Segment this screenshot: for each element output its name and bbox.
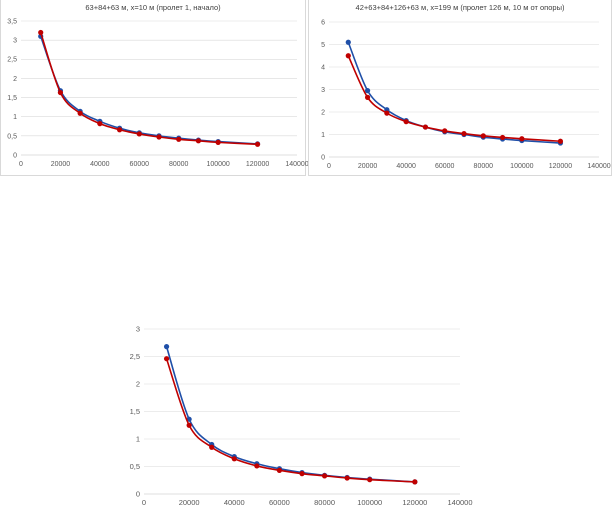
data-point	[321, 473, 328, 479]
y-tick-label: 3	[13, 38, 17, 45]
series-line-1	[165, 346, 415, 483]
data-point	[480, 133, 486, 139]
y-tick-label: 2	[136, 379, 140, 388]
y-tick-label: 2	[13, 76, 17, 83]
data-point	[186, 422, 192, 428]
data-point	[461, 131, 467, 137]
x-tick-label: 0	[142, 498, 146, 507]
data-point	[57, 89, 64, 96]
x-tick-label: 40000	[224, 498, 245, 507]
series-line-2	[165, 358, 415, 483]
y-tick-label: 0	[136, 489, 140, 498]
y-tick-label: 2,5	[7, 57, 17, 64]
x-tick-label: 120000	[402, 498, 427, 507]
data-point	[344, 475, 350, 481]
x-tick-label: 0	[19, 161, 23, 168]
x-tick-label: 80000	[474, 163, 494, 170]
x-tick-label: 100000	[206, 161, 229, 168]
y-tick-label: 0,5	[130, 462, 140, 471]
y-tick-label: 2	[321, 109, 325, 116]
data-point	[557, 138, 564, 144]
chart-plot-2: 0 1 2 3 4 5 6 0 20000 40000 60000 80000 100000 120000…	[321, 19, 611, 170]
y-tick-label: 1	[321, 132, 325, 139]
x-tick-label: 140000	[587, 163, 610, 170]
x-tick-label: 20000	[179, 498, 200, 507]
x-tick-label: 40000	[396, 163, 416, 170]
data-point	[254, 463, 260, 469]
x-tick-label: 0	[327, 163, 331, 170]
y-tick-label: 3	[136, 324, 140, 333]
data-point	[215, 139, 221, 145]
y-tick-label: 6	[321, 19, 325, 26]
data-point	[156, 134, 162, 140]
chart-plot-1: 0 0,5 1 1,5 2 2,5 3 3,5 0 20000 40000 60000 80000 100…	[7, 18, 309, 168]
data-point	[209, 444, 215, 450]
y-tick-label: 1,5	[130, 407, 140, 416]
y-tick-label: 1	[13, 114, 17, 121]
data-point	[231, 456, 237, 462]
y-tick-label: 1	[136, 434, 140, 443]
data-point	[422, 124, 429, 130]
data-point	[97, 121, 103, 127]
y-tick-label: 0	[13, 152, 17, 159]
y-tick-label: 0	[321, 154, 325, 161]
y-tick-label: 3	[321, 87, 325, 94]
x-tick-label: 120000	[246, 161, 269, 168]
data-point	[163, 344, 170, 350]
series-line-2	[39, 32, 258, 146]
chart-title: 42+63+84+126+63 м, x=199 м (пролет 126 м…	[355, 3, 565, 12]
data-point	[345, 53, 351, 59]
data-point	[136, 131, 142, 137]
x-tick-label: 140000	[447, 498, 472, 507]
data-point	[77, 110, 83, 116]
chart-plot-3: 0 0,5 1 1,5 2 2,5 3 0 20000 40000 60000 80000 100000…	[130, 324, 473, 507]
y-tick-label: 5	[321, 42, 325, 49]
x-tick-label: 40000	[90, 161, 110, 168]
y-tick-label: 2,5	[130, 352, 140, 361]
data-point	[176, 136, 182, 142]
x-tick-label: 100000	[357, 498, 382, 507]
y-tick-label: 4	[321, 64, 325, 71]
data-point	[254, 141, 261, 147]
x-tick-label: 100000	[510, 163, 533, 170]
x-tick-label: 80000	[169, 161, 189, 168]
x-tick-label: 140000	[285, 161, 308, 168]
y-tick-label: 1,5	[7, 95, 17, 102]
chart-panel-2: 42+63+84+126+63 м, x=199 м (пролет 126 м…	[308, 0, 612, 176]
data-point	[163, 356, 170, 362]
data-point	[499, 134, 506, 141]
data-point	[116, 127, 123, 133]
data-point	[519, 136, 525, 142]
data-point	[345, 39, 351, 45]
data-point	[384, 110, 390, 116]
data-point	[412, 479, 418, 485]
data-point	[364, 88, 371, 94]
x-tick-label: 120000	[549, 163, 572, 170]
series-line-1	[39, 36, 258, 145]
x-tick-label: 80000	[314, 498, 335, 507]
data-point	[276, 467, 283, 473]
x-tick-label: 60000	[130, 161, 150, 168]
x-tick-label: 20000	[358, 163, 378, 170]
data-point	[195, 138, 202, 144]
data-point	[364, 94, 371, 100]
y-tick-label: 3,5	[7, 18, 17, 25]
series-line-1	[347, 41, 561, 144]
series-line-2	[347, 55, 561, 143]
data-point	[403, 119, 409, 125]
data-point	[367, 477, 373, 483]
chart-title: 63+84+63 м, x=10 м (пролет 1, начало)	[85, 3, 221, 12]
x-tick-label: 20000	[51, 161, 71, 168]
y-tick-label: 0,5	[7, 133, 17, 140]
data-point	[442, 128, 448, 134]
data-point	[38, 29, 44, 36]
x-tick-label: 60000	[435, 163, 455, 170]
data-point	[299, 471, 305, 477]
x-tick-label: 60000	[269, 498, 290, 507]
chart-panel-3: 0 0,5 1 1,5 2 2,5 3 0 20000 40000 60000 80000 100000…	[110, 318, 490, 514]
